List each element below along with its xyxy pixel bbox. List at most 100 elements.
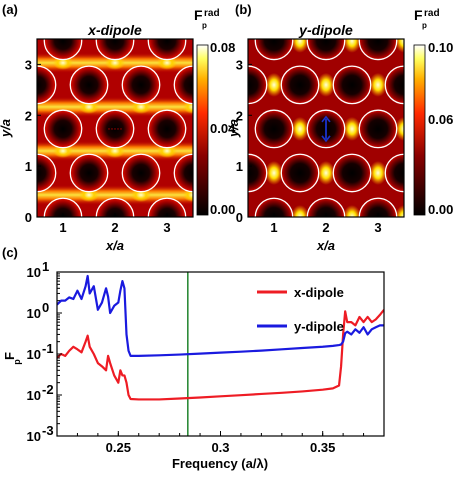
air-hole bbox=[95, 39, 135, 61]
x-tick-label: 2 bbox=[322, 220, 329, 235]
plot-area-c bbox=[57, 272, 384, 436]
bright-spot bbox=[317, 72, 335, 97]
bright-spot bbox=[395, 205, 404, 217]
air-hole bbox=[254, 109, 294, 149]
colorbar-b bbox=[413, 44, 426, 216]
y-tick-label: 0 bbox=[25, 210, 32, 225]
dipole-arrow-head bbox=[321, 115, 331, 123]
bright-spot bbox=[291, 39, 309, 53]
panel-c-ylabel-sub: p bbox=[12, 359, 22, 365]
y-tick-label: 3 bbox=[25, 57, 32, 72]
bright-spot bbox=[343, 205, 361, 217]
y-tick-label: 10 bbox=[27, 388, 41, 403]
air-hole bbox=[280, 65, 320, 105]
bright-spot bbox=[395, 116, 404, 141]
x-tick-label: 1 bbox=[59, 220, 66, 235]
panel-b: (b) y-dipole 1 2 3 0 1 2 3 x/a y/a F p rad 0.1… bbox=[226, 2, 453, 253]
legend-label-x-dipole: x-dipole bbox=[294, 285, 344, 300]
panel-c-label: (c) bbox=[2, 245, 18, 260]
x-tick-label: 2 bbox=[111, 220, 118, 235]
colorbar-a-label-sup: rad bbox=[204, 8, 220, 19]
air-hole bbox=[121, 153, 161, 193]
air-hole bbox=[147, 39, 187, 61]
bright-spot bbox=[343, 116, 361, 141]
panel-b-title: y-dipole bbox=[298, 22, 353, 38]
air-hole bbox=[332, 153, 372, 193]
air-hole bbox=[37, 65, 57, 105]
air-hole bbox=[248, 65, 268, 105]
air-hole bbox=[37, 153, 57, 193]
x-tick-label: 0.35 bbox=[310, 440, 335, 455]
legend: x-dipole y-dipole bbox=[257, 285, 344, 334]
bright-spot bbox=[291, 116, 309, 141]
colorbar-a-label: F bbox=[194, 7, 203, 23]
x-tick-label: 1 bbox=[270, 220, 277, 235]
bright-spot bbox=[343, 39, 361, 53]
panel-a-title: x-dipole bbox=[87, 22, 142, 38]
y-tick-label: 2 bbox=[236, 108, 243, 123]
x-tick-label: 0.3 bbox=[211, 440, 229, 455]
panel-a-xlabel: x/a bbox=[105, 238, 124, 253]
panel-a-ylabel: y/a bbox=[0, 119, 13, 138]
y-tick-exponent: -2 bbox=[42, 382, 54, 397]
air-hole bbox=[248, 153, 268, 193]
panel-a: (a) x-dipole 1 2 3 0 1 2 3 x/a y/a F p rad 0.0… bbox=[0, 2, 236, 253]
bright-band bbox=[37, 96, 193, 117]
y-tick-exponent: 0 bbox=[42, 300, 49, 315]
bright-band bbox=[37, 184, 193, 205]
panel-b-xlabel: x/a bbox=[316, 238, 335, 253]
colorbar-b-tick: 0.06 bbox=[428, 112, 453, 127]
y-tick-label: 10 bbox=[27, 265, 41, 280]
air-hole bbox=[306, 39, 346, 61]
bright-spot bbox=[209, 56, 229, 70]
y-tick-label: 3 bbox=[236, 57, 243, 72]
x-tick-label: 0.25 bbox=[106, 440, 131, 455]
series-line-x-dipole bbox=[57, 309, 384, 401]
colorbar-a-tick: 0.08 bbox=[210, 40, 235, 55]
y-tick-label: 1 bbox=[236, 159, 243, 174]
air-hole bbox=[43, 109, 83, 149]
air-hole bbox=[332, 65, 372, 105]
dipole-arrow-head bbox=[321, 135, 331, 143]
colorbar-b-tick: 0.00 bbox=[428, 202, 453, 217]
bright-spot bbox=[291, 205, 309, 217]
y-tick-exponent: -1 bbox=[42, 341, 54, 356]
bright-spot bbox=[265, 72, 283, 97]
y-tick-exponent: 1 bbox=[42, 259, 49, 274]
colorbar-a-tick: 0.00 bbox=[210, 202, 235, 217]
heatmap-a bbox=[37, 39, 229, 217]
colorbar-a bbox=[196, 44, 209, 216]
air-hole bbox=[121, 65, 161, 105]
y-tick-label: 10 bbox=[27, 429, 41, 444]
colorbar-b-label-sub: p bbox=[422, 21, 427, 30]
y-tick-label: 1 bbox=[25, 159, 32, 174]
bright-spot bbox=[265, 160, 283, 185]
panel-c-xlabel: Frequency (a/λ) bbox=[172, 456, 268, 471]
bright-spot bbox=[209, 144, 229, 158]
panel-c-ylabel: F bbox=[2, 352, 17, 360]
colorbar-b-label-sup: rad bbox=[424, 8, 440, 19]
air-hole bbox=[69, 153, 109, 193]
air-hole bbox=[358, 109, 398, 149]
panel-a-label: (a) bbox=[2, 2, 18, 17]
colorbar-b-tick: 0.10 bbox=[428, 40, 453, 55]
panel-b-ylabel: y/a bbox=[226, 119, 241, 138]
air-hole bbox=[254, 39, 294, 61]
air-hole bbox=[43, 39, 83, 61]
heatmap-b bbox=[248, 39, 404, 217]
y-tick-exponent: -3 bbox=[42, 423, 54, 438]
legend-label-y-dipole: y-dipole bbox=[294, 319, 344, 334]
y-tick-label: 10 bbox=[27, 306, 41, 321]
panel-b-label: (b) bbox=[235, 2, 252, 17]
x-tick-label: 3 bbox=[374, 220, 381, 235]
colorbar-a-tick: 0.04 bbox=[210, 121, 236, 136]
y-tick-label: 2 bbox=[25, 108, 32, 123]
y-tick-label: 0 bbox=[236, 210, 243, 225]
y-tick-label: 10 bbox=[27, 347, 41, 362]
colorbar-a-label-sub: p bbox=[202, 21, 207, 30]
air-hole bbox=[147, 109, 187, 149]
air-hole bbox=[69, 65, 109, 105]
x-tick-label: 3 bbox=[163, 220, 170, 235]
